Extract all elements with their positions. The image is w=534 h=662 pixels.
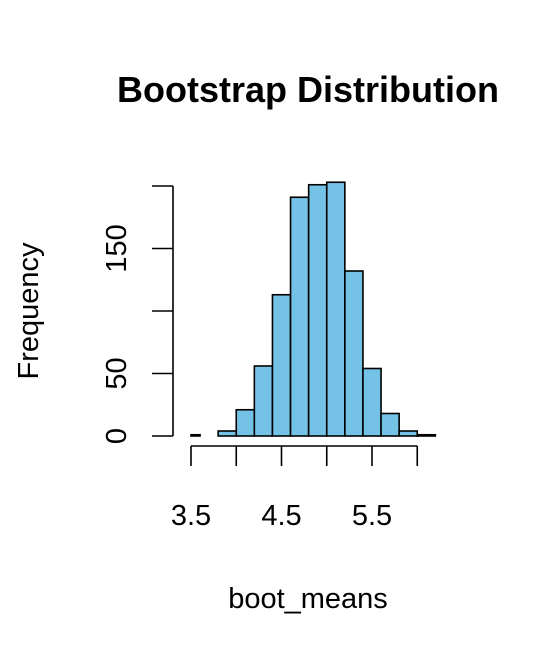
histogram-bar-7	[307, 183, 328, 437]
y-tick-label-1: 50	[101, 357, 133, 389]
x-axis-label: boot_means	[228, 583, 388, 615]
x-tick-label-1: 4.5	[261, 500, 301, 532]
histogram-bar-10	[362, 367, 382, 437]
histogram-bar-11	[380, 412, 400, 437]
histogram-bars	[190, 181, 437, 437]
y-axis-label: Frequency	[13, 242, 45, 380]
y-tick-label-2: 150	[101, 224, 133, 272]
histogram-bar-5	[271, 293, 292, 437]
histogram-bar-13	[416, 433, 437, 437]
y-axis: 0 50 150	[101, 185, 174, 444]
histogram-bar-9	[344, 270, 364, 437]
histogram-bar-6	[289, 196, 310, 437]
histogram-bar-0	[190, 433, 201, 437]
histogram-bar-3	[235, 408, 256, 437]
histogram-bar-2	[217, 430, 238, 437]
x-axis: 3.5 4.5 5.5	[171, 445, 419, 532]
histogram-bar-12	[398, 430, 419, 437]
y-tick-label-0: 0	[101, 428, 133, 444]
x-tick-label-2: 5.5	[352, 500, 392, 532]
chart-title: Bootstrap Distribution	[117, 69, 499, 110]
histogram-bar-4	[253, 365, 274, 437]
histogram-bar-8	[325, 181, 346, 437]
x-tick-label-0: 3.5	[171, 500, 211, 532]
